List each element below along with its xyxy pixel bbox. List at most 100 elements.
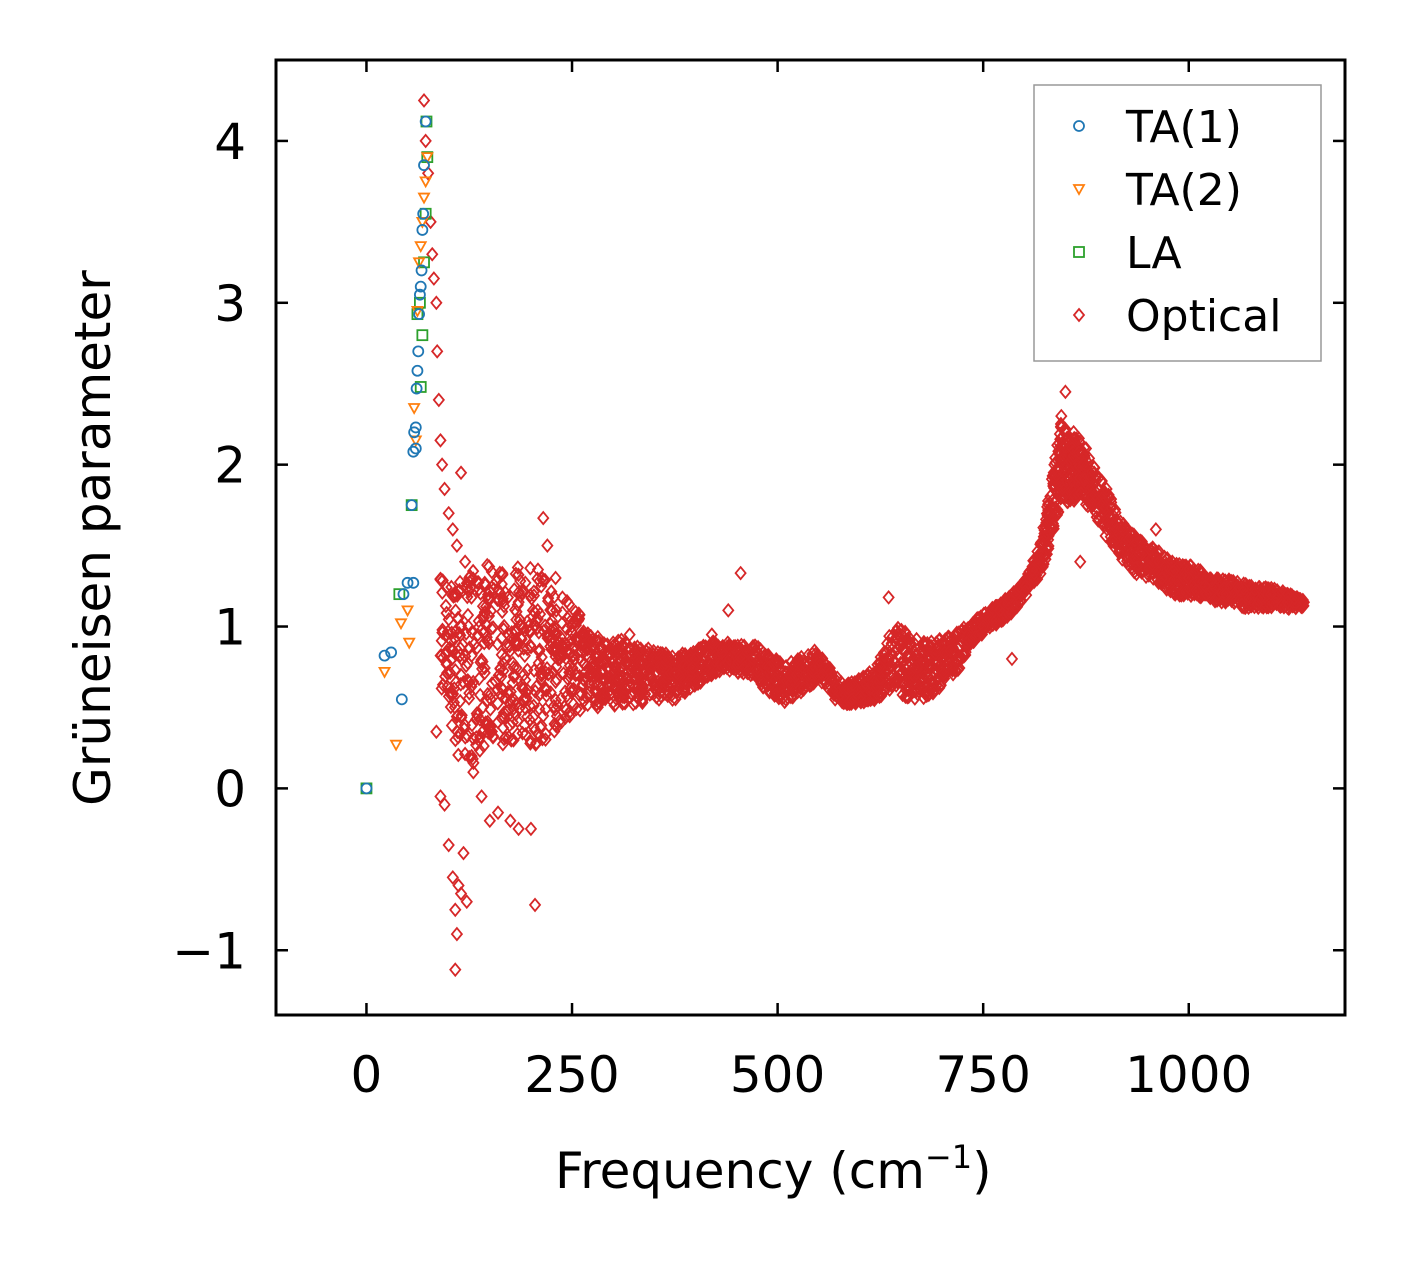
optical-band-point (873, 674, 886, 690)
optical-band-point (826, 685, 840, 701)
optical-band-point (521, 614, 534, 630)
point-optical (537, 510, 550, 526)
optical-band-point (462, 584, 475, 599)
optical-band-point (636, 678, 650, 693)
optical-band-point (683, 681, 697, 696)
point-optical (944, 643, 957, 659)
optical-band-point (1216, 587, 1230, 602)
optical-band-point (538, 618, 552, 634)
point-optical (1248, 586, 1261, 602)
optical-band-point (903, 630, 916, 646)
optical-band-point (454, 667, 468, 683)
optical-band-point (434, 648, 447, 664)
optical-band-point (924, 657, 938, 673)
point-optical (1026, 562, 1039, 578)
optical-band-point (518, 717, 531, 733)
optical-band-point (751, 663, 764, 679)
optical-band-point (927, 664, 940, 680)
optical-band-point (553, 651, 567, 666)
legend-marker-optical (1072, 307, 1086, 323)
point-optical (434, 432, 447, 448)
point-optical (779, 691, 793, 707)
optical-band-point (577, 624, 590, 639)
point-optical (1215, 594, 1228, 610)
optical-band-point (505, 732, 518, 748)
optical-band-point (540, 688, 553, 704)
optical-band-point (556, 590, 569, 606)
optical-band-point (1019, 583, 1032, 599)
optical-band-point (1205, 573, 1218, 589)
optical-band-point (455, 651, 468, 667)
optical-band-point (815, 674, 828, 690)
optical-band-point (1189, 582, 1203, 598)
optical-band-point (969, 629, 982, 645)
optical-band-point (770, 666, 783, 682)
optical-band-point (910, 652, 924, 668)
optical-band-point (1222, 572, 1236, 588)
optical-band-point (482, 635, 496, 651)
point-optical (467, 764, 480, 780)
optical-band-point (457, 675, 470, 690)
optical-band-point (496, 565, 509, 581)
optical-band-point (572, 610, 585, 626)
optical-band-point (478, 665, 491, 681)
optical-band-point (519, 700, 532, 716)
point-optical (524, 821, 538, 837)
optical-band-point (436, 677, 450, 693)
optical-band-point (770, 653, 784, 668)
point-la (416, 329, 429, 342)
optical-band-point (683, 665, 696, 681)
optical-band-point (615, 683, 628, 699)
point-optical (1055, 408, 1068, 424)
point-optical (689, 651, 702, 667)
point-optical (606, 635, 620, 651)
point-optical (442, 837, 455, 853)
point-optical (565, 619, 579, 634)
optical-band-point (599, 652, 612, 668)
point-ta2 (402, 637, 416, 650)
optical-band-point (1055, 419, 1069, 435)
point-optical (1297, 594, 1311, 610)
optical-band-point (484, 691, 497, 707)
optical-band-point (1056, 481, 1069, 496)
optical-band-point (875, 685, 888, 701)
optical-band-point (459, 729, 472, 745)
point-optical (431, 343, 444, 359)
optical-band-point (1144, 542, 1157, 558)
point-la (393, 588, 406, 601)
point-optical (450, 538, 464, 553)
optical-band-point (478, 660, 491, 676)
optical-band-point (524, 736, 537, 751)
optical-band-point (453, 725, 467, 741)
optical-band-point (549, 718, 562, 734)
point-ta1 (417, 207, 430, 220)
optical-band-point (465, 679, 478, 694)
optical-band-point (703, 638, 716, 654)
y-tick-label: 0 (214, 760, 246, 818)
point-optical (450, 926, 464, 942)
optical-band-point (943, 630, 956, 645)
optical-band-point (1037, 520, 1050, 536)
optical-band-point (435, 681, 448, 696)
optical-band-point (571, 635, 584, 651)
optical-band-point (523, 712, 537, 728)
optical-band-point (507, 701, 520, 717)
point-optical (1264, 586, 1278, 602)
optical-band-point (689, 673, 702, 689)
point-optical (475, 789, 488, 804)
optical-band-point (484, 718, 498, 734)
optical-band-point (1288, 590, 1301, 606)
point-optical (491, 805, 505, 821)
x-tick-label: 750 (935, 1046, 1030, 1104)
optical-band-point (683, 648, 696, 664)
x-tick-label: 0 (351, 1046, 383, 1104)
optical-band-point (1119, 520, 1132, 536)
legend-marker-ta2 (1072, 184, 1086, 196)
point-optical (1116, 522, 1130, 537)
optical-band-point (631, 668, 644, 683)
optical-band-point (906, 651, 919, 667)
optical-band-point (666, 678, 679, 694)
optical-band-point (1055, 473, 1068, 489)
optical-band-point (467, 674, 480, 690)
optical-band-point (940, 658, 954, 674)
